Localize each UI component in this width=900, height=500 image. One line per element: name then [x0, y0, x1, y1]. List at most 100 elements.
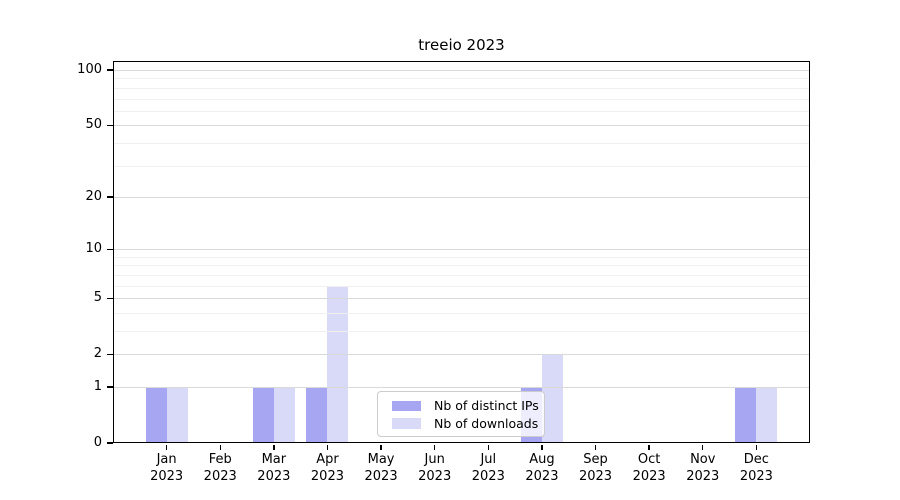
legend-row: Nb of downloads	[392, 415, 539, 433]
chart-title: treeio 2023	[418, 36, 505, 54]
x-tick-month: Oct	[637, 452, 661, 467]
x-tick-mark	[487, 444, 489, 450]
x-tick-year: 2023	[471, 469, 505, 484]
minor-gridline	[113, 285, 810, 287]
bar-downloads-dec	[756, 386, 778, 443]
legend-swatch	[392, 418, 421, 429]
minor-gridline	[113, 265, 810, 267]
x-tick-label: Mar 2023	[234, 451, 314, 485]
bar-downloads-mar	[273, 386, 295, 443]
x-tick-month: Feb	[208, 452, 232, 467]
x-tick-label: Oct 2023	[609, 451, 689, 485]
x-tick-month: Jan	[156, 452, 177, 467]
major-gridline	[113, 70, 810, 72]
minor-gridline	[113, 142, 810, 144]
x-tick-month: Apr	[316, 452, 339, 467]
y-tick-mark	[106, 196, 113, 198]
x-tick-year: 2023	[739, 469, 773, 484]
major-gridline	[113, 196, 810, 198]
x-tick-year: 2023	[525, 469, 559, 484]
x-tick-mark	[755, 444, 758, 450]
x-tick-mark	[165, 444, 168, 450]
bar-ips-apr	[306, 386, 328, 443]
x-tick-month: Dec	[743, 452, 769, 467]
x-tick-label: Aug 2023	[502, 451, 582, 485]
minor-gridline	[113, 87, 810, 89]
x-tick-mark	[219, 444, 221, 450]
legend-swatch	[392, 400, 421, 411]
x-tick-year: 2023	[632, 469, 666, 484]
legend-row: Nb of distinct IPs	[392, 397, 539, 415]
x-tick-label: Dec 2023	[716, 451, 796, 485]
minor-gridline	[113, 312, 810, 314]
legend-label: Nb of distinct IPs	[434, 398, 539, 414]
y-tick-mark	[106, 386, 113, 388]
major-gridline	[113, 354, 810, 356]
bar-ips-jan	[145, 386, 167, 443]
x-tick-year: 2023	[686, 469, 720, 484]
minor-gridline	[113, 165, 810, 167]
y-tick-mark	[106, 124, 113, 126]
x-tick-month: Nov	[690, 452, 716, 467]
x-tick-month: Sep	[583, 452, 608, 467]
x-tick-year: 2023	[418, 469, 452, 484]
x-tick-mark	[594, 444, 597, 450]
y-tick-label: 100	[77, 62, 102, 78]
y-tick-mark	[106, 69, 113, 71]
y-tick-mark	[106, 297, 113, 299]
y-tick-label: 5	[93, 290, 102, 306]
plot-frame	[113, 61, 810, 443]
minor-gridline	[113, 110, 810, 112]
x-tick-label: Apr 2023	[287, 451, 367, 485]
y-tick-mark	[106, 353, 113, 355]
y-tick-label: 1	[93, 378, 102, 394]
bar-downloads-jan	[166, 386, 188, 443]
y-tick-mark	[106, 442, 113, 444]
x-tick-label: Jun 2023	[395, 451, 475, 485]
bar-ips-mar	[252, 386, 274, 443]
x-tick-year: 2023	[364, 469, 398, 484]
minor-gridline	[113, 256, 810, 258]
y-tick-mark	[106, 248, 113, 250]
x-tick-mark	[433, 444, 436, 450]
x-tick-mark	[380, 444, 382, 450]
x-tick-label: Feb 2023	[180, 451, 260, 485]
plot-area: Nb of distinct IPs Nb of downloads	[113, 61, 810, 443]
x-tick-year: 2023	[150, 469, 184, 484]
x-tick-month: Mar	[261, 452, 287, 467]
x-tick-year: 2023	[203, 469, 237, 484]
x-tick-year: 2023	[257, 469, 291, 484]
x-tick-label: Jan 2023	[127, 451, 207, 485]
major-gridline	[113, 298, 810, 300]
x-tick-month: Aug	[529, 452, 555, 467]
x-tick-year: 2023	[578, 469, 613, 484]
bar-downloads-apr	[327, 285, 349, 443]
minor-gridline	[113, 330, 810, 332]
y-tick-label: 10	[85, 241, 102, 257]
x-tick-label: Jul 2023	[448, 451, 528, 485]
legend-label: Nb of downloads	[434, 415, 539, 431]
x-tick-mark	[648, 444, 650, 450]
x-tick-year: 2023	[310, 469, 344, 484]
minor-gridline	[113, 274, 810, 276]
x-tick-mark	[702, 444, 704, 450]
major-gridline	[113, 249, 810, 251]
x-tick-mark	[273, 444, 275, 450]
x-tick-month: Jun	[424, 452, 445, 467]
x-tick-label: May 2023	[341, 451, 421, 485]
y-tick-label: 2	[93, 346, 102, 362]
legend: Nb of distinct IPs Nb of downloads	[377, 391, 545, 437]
bar-downloads-aug	[541, 354, 563, 443]
x-tick-label: Nov 2023	[663, 451, 743, 485]
y-tick-label: 50	[85, 117, 102, 133]
bar-ips-dec	[735, 386, 757, 443]
minor-gridline	[113, 78, 810, 80]
y-tick-label: 20	[85, 188, 102, 204]
y-tick-label: 0	[93, 435, 102, 450]
major-gridline	[113, 125, 810, 127]
x-tick-mark	[326, 444, 329, 450]
x-tick-month: May	[367, 452, 395, 467]
x-tick-label: Sep 2023	[556, 451, 636, 485]
x-tick-mark	[541, 444, 543, 450]
